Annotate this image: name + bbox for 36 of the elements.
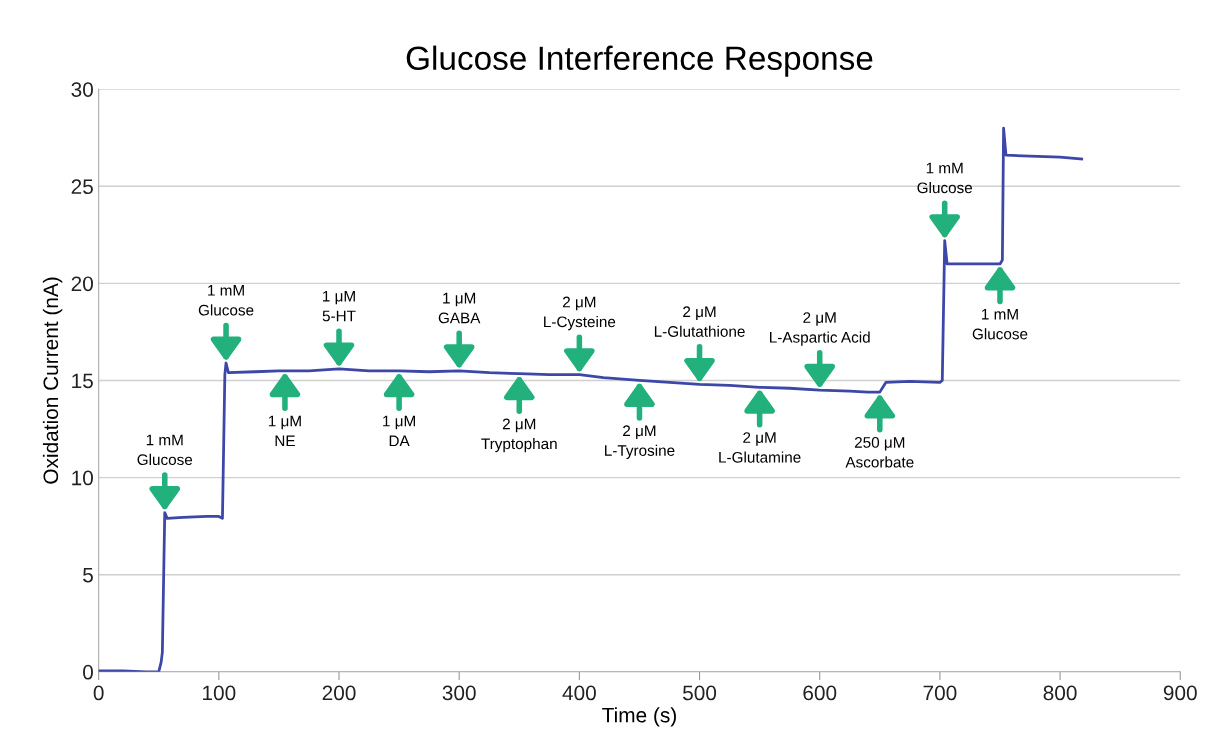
x-tick-label: 300 bbox=[442, 685, 476, 701]
x-tick-label: 400 bbox=[562, 685, 596, 701]
annotation: 1 μM 5-HT bbox=[322, 290, 356, 322]
annotation: 2 μM L-Tyrosine bbox=[605, 425, 675, 459]
x-tick-label: 0 bbox=[93, 685, 104, 701]
annotation: 2 μM L-Cysteine bbox=[544, 296, 616, 331]
x-tick-label: 900 bbox=[1163, 685, 1197, 701]
annotation: 1 mM Glucose bbox=[917, 162, 973, 194]
x-tick-label: 700 bbox=[923, 685, 957, 701]
chart-title: Glucose Interference Response bbox=[406, 45, 873, 77]
y-tick-label: 20 bbox=[71, 276, 93, 292]
x-tick-label: 100 bbox=[203, 685, 236, 701]
annotation: 1 μM NE bbox=[268, 415, 301, 447]
x-tick-label: 200 bbox=[322, 685, 356, 701]
annotation: 1 mM Glucose bbox=[972, 308, 1028, 340]
annotation: 2 μM Tryptophan bbox=[481, 418, 557, 453]
annotation: 2 μM L-Glutamine bbox=[719, 432, 801, 463]
line-series bbox=[98, 126, 1084, 672]
x-tick-label: 800 bbox=[1043, 685, 1077, 701]
annotation: 2 μM L-Glutathione bbox=[654, 306, 745, 337]
x-tick-label: 500 bbox=[682, 685, 717, 701]
y-tick-label: 10 bbox=[72, 470, 93, 486]
annotation: 1 mM Glucose bbox=[198, 285, 254, 316]
y-tick-label: 0 bbox=[83, 664, 93, 680]
annotation: 1 μM GABA bbox=[438, 292, 481, 324]
y-axis-title: Oxidation Current (nA) bbox=[42, 277, 63, 484]
annotation: 1 mM Glucose bbox=[137, 434, 193, 466]
y-tick-label: 30 bbox=[71, 82, 93, 97]
y-tick-label: 25 bbox=[71, 179, 93, 195]
annotation: 2 μM L-Aspartic Acid bbox=[770, 312, 870, 346]
annotation: 1 μM DA bbox=[383, 415, 415, 447]
x-tick-label: 600 bbox=[803, 685, 837, 701]
x-axis-title: Time (s) bbox=[602, 707, 676, 727]
annotation: 250 μM Ascorbate bbox=[845, 436, 914, 468]
y-tick-label: 5 bbox=[83, 567, 93, 583]
y-tick-label: 15 bbox=[72, 373, 93, 389]
